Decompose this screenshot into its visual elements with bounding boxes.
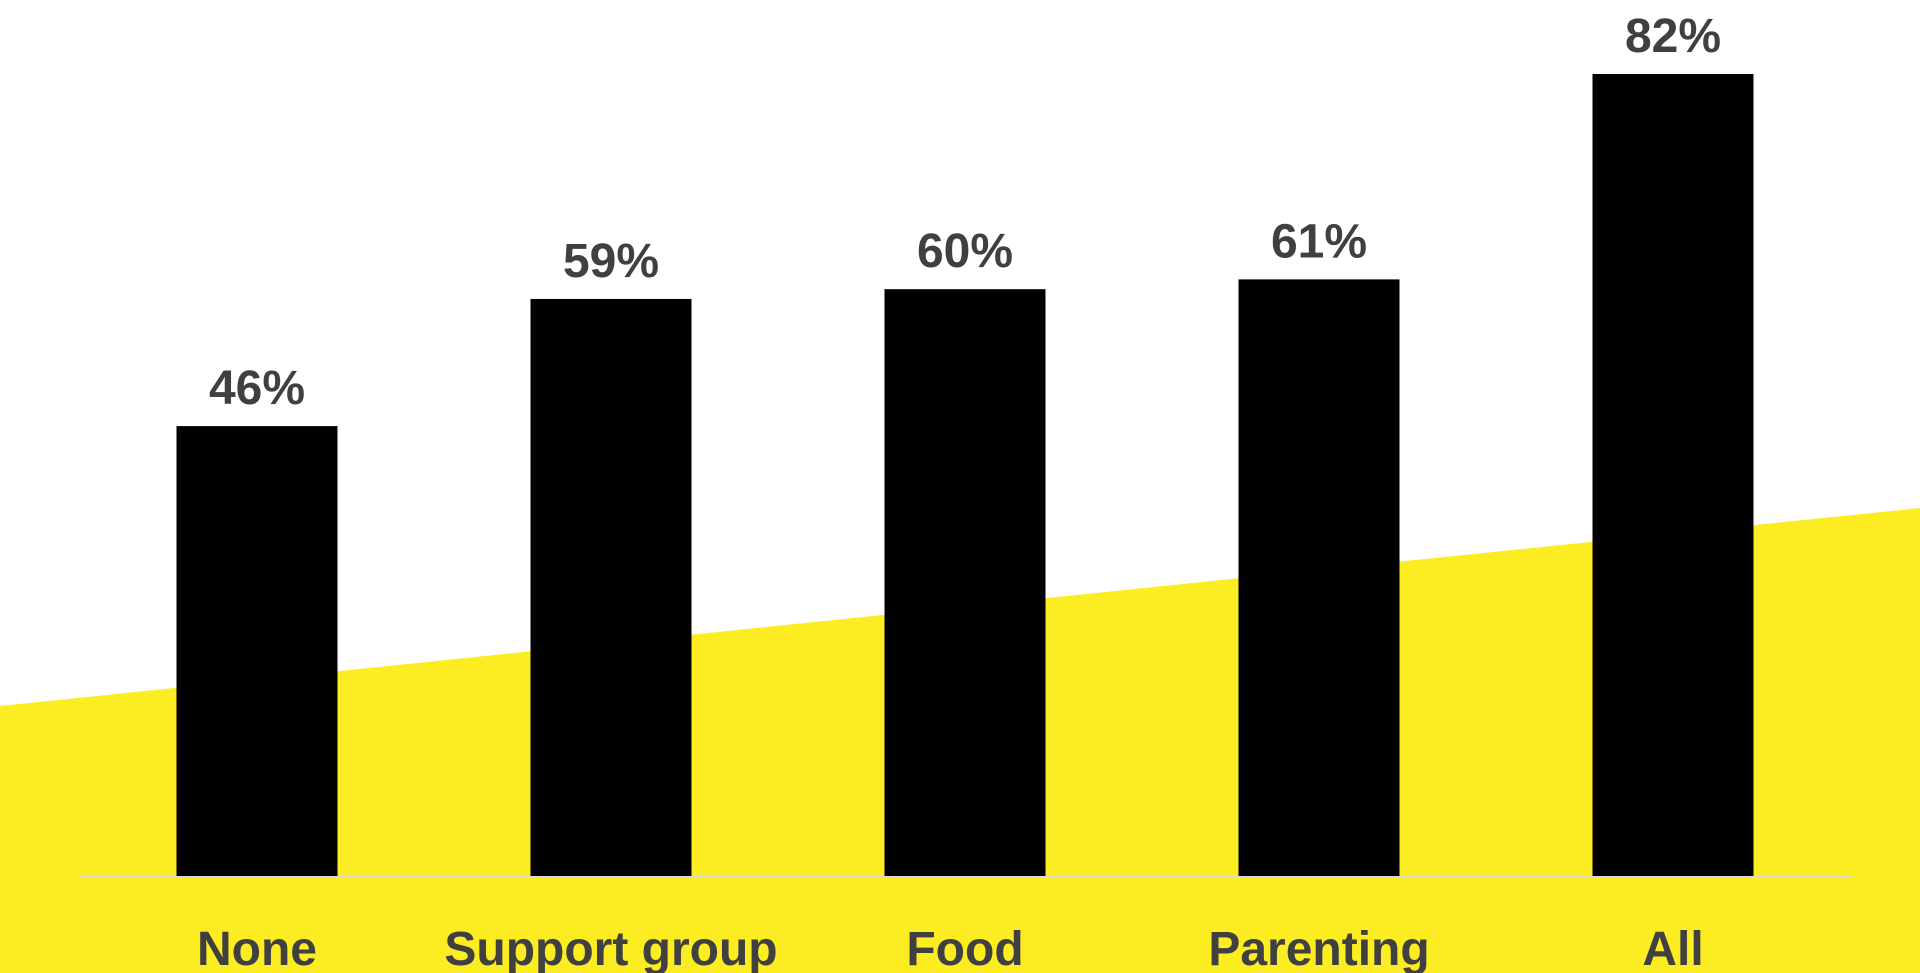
bar-all [1592,74,1754,876]
bar-none [176,426,338,876]
bar-food [884,289,1046,876]
labels-layer: 46% None 59% Support group 60% Food 61% Parenti… [197,10,1721,973]
category-label: All [1642,923,1703,973]
data-label: 82% [1625,10,1721,63]
category-label: None [197,923,317,973]
data-label: 46% [209,362,305,415]
data-label: 60% [917,225,1013,278]
category-label: Support group [444,923,777,973]
data-label: 61% [1271,215,1367,268]
bar-support-group [530,298,692,876]
category-label: Parenting [1208,923,1429,973]
data-label: 59% [563,235,659,288]
bar-parenting [1238,279,1400,876]
bars-layer [176,74,1754,876]
category-label: Food [906,923,1023,973]
